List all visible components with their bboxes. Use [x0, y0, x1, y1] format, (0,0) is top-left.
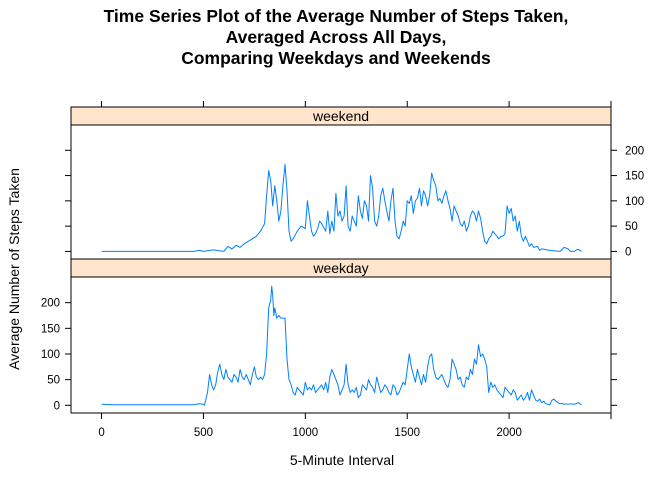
x-tick-label: 1000: [293, 427, 319, 439]
x-tick-label: 2000: [496, 427, 522, 439]
x-tick-label: 500: [194, 427, 213, 439]
chart-title: Time Series Plot of the Average Number o…: [0, 6, 672, 69]
panel-border-weekday: [70, 276, 612, 414]
chart-panels: weekend weekday: [70, 106, 612, 414]
y-axis-label: Average Number of Steps Taken: [6, 168, 22, 370]
x-tick-label: 0: [98, 427, 104, 439]
x-axis-label: 5-Minute Interval: [290, 452, 394, 468]
series-line-weekend: [101, 163, 582, 252]
y-tick-label-weekend: 150: [625, 171, 644, 183]
y-tick-label-weekday: 150: [41, 323, 60, 335]
series-line-weekday: [101, 285, 582, 406]
title-line-2: Averaged Across All Days,: [225, 27, 447, 47]
y-tick-label-weekend: 50: [625, 221, 638, 233]
y-tick-label-weekday: 200: [41, 298, 60, 310]
x-tick-label: 1500: [394, 427, 420, 439]
panel-weekday: weekday: [70, 258, 612, 414]
y-tick-label-weekend: 200: [625, 145, 644, 157]
panel-weekend: weekend: [70, 106, 612, 260]
strip-label-weekday: weekday: [312, 260, 368, 276]
y-tick-label-weekday: 0: [54, 400, 60, 412]
panel-border-weekend: [70, 124, 612, 260]
y-tick-label-weekday: 100: [41, 349, 60, 361]
y-tick-label-weekend: 100: [625, 196, 644, 208]
strip-label-weekend: weekend: [312, 108, 369, 124]
y-tick-label-weekend: 0: [625, 246, 631, 258]
y-tick-label-weekday: 50: [47, 375, 60, 387]
title-line-3: Comparing Weekdays and Weekends: [181, 48, 491, 68]
title-line-1: Time Series Plot of the Average Number o…: [103, 6, 569, 26]
